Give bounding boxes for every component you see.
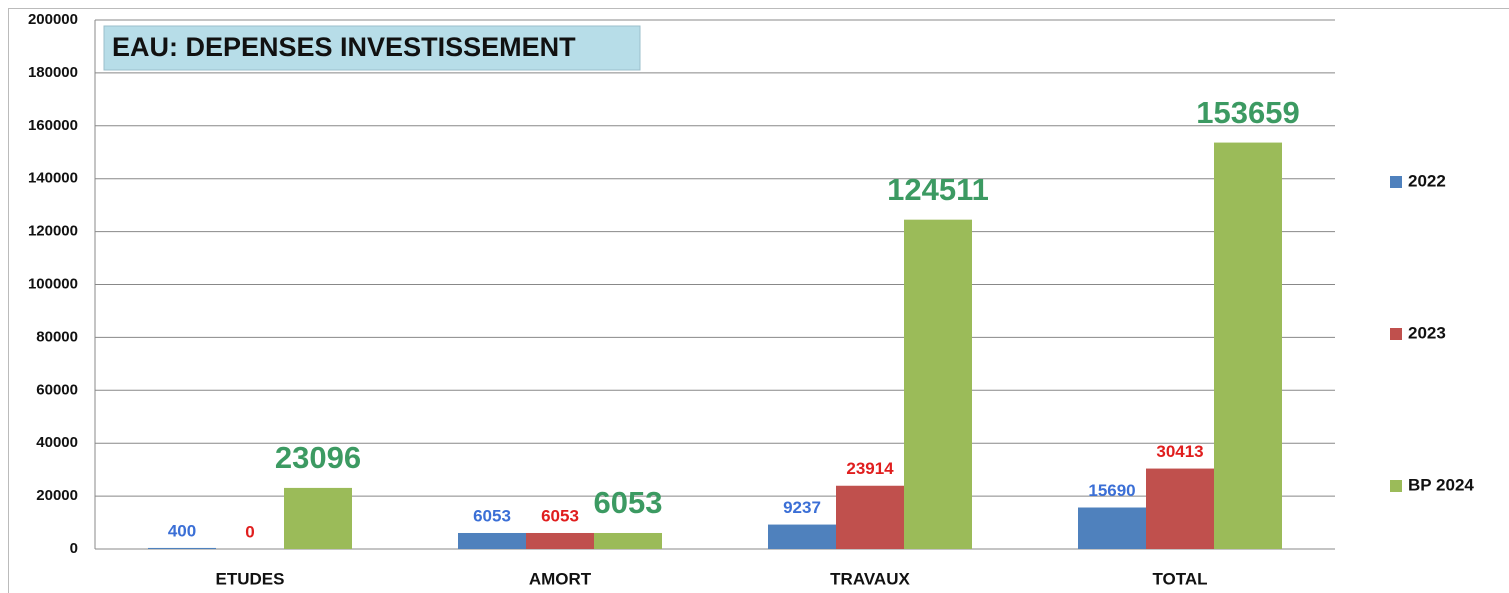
- data-label: 153659: [1196, 95, 1299, 130]
- bar: [1078, 507, 1146, 549]
- data-label: 23096: [275, 440, 361, 475]
- bar: [836, 485, 904, 549]
- data-label: 124511: [887, 172, 989, 207]
- bar: [284, 487, 352, 549]
- bar: [458, 532, 526, 549]
- bar: [526, 532, 594, 549]
- bar: [768, 524, 836, 549]
- y-tick-label: 0: [70, 540, 78, 557]
- bar: [1214, 142, 1282, 549]
- y-tick-label: 160000: [28, 117, 78, 134]
- chart-frame: [8, 8, 1509, 593]
- data-label: 9237: [783, 498, 821, 517]
- y-tick-label: 40000: [36, 434, 78, 451]
- y-tick-label: 100000: [28, 275, 78, 292]
- y-tick-label: 120000: [28, 223, 78, 240]
- title-box: [103, 25, 641, 71]
- chart-title: EAU: DEPENSES INVESTISSEMENT: [112, 32, 576, 62]
- data-label: 6053: [594, 485, 663, 520]
- legend-label: 2023: [1408, 323, 1446, 342]
- y-tick-label: 80000: [36, 328, 78, 345]
- data-label: 0: [245, 522, 254, 541]
- data-label: 6053: [541, 506, 579, 525]
- y-tick-label: 60000: [36, 381, 78, 398]
- y-tick-label: 20000: [36, 487, 78, 504]
- x-tick-label: TRAVAUX: [830, 569, 910, 588]
- data-label: 6053: [473, 506, 511, 525]
- bar: [904, 219, 972, 550]
- x-tick-label: TOTAL: [1152, 569, 1207, 588]
- bar: [148, 547, 216, 549]
- data-label: 30413: [1156, 442, 1203, 461]
- legend-swatch: [1390, 176, 1402, 188]
- data-label: 15690: [1088, 481, 1135, 500]
- y-tick-label: 180000: [28, 64, 78, 81]
- bar: [594, 532, 662, 549]
- legend-swatch: [1390, 480, 1402, 492]
- legend-label: 2022: [1408, 171, 1446, 190]
- bar: [1146, 468, 1214, 549]
- y-tick-label: 200000: [28, 11, 78, 28]
- x-tick-label: ETUDES: [216, 569, 285, 588]
- y-tick-label: 140000: [28, 170, 78, 187]
- data-label: 23914: [846, 459, 894, 478]
- legend-label: BP 2024: [1408, 475, 1474, 494]
- data-label: 400: [168, 521, 196, 540]
- x-tick-label: AMORT: [529, 569, 592, 588]
- legend-swatch: [1390, 328, 1402, 340]
